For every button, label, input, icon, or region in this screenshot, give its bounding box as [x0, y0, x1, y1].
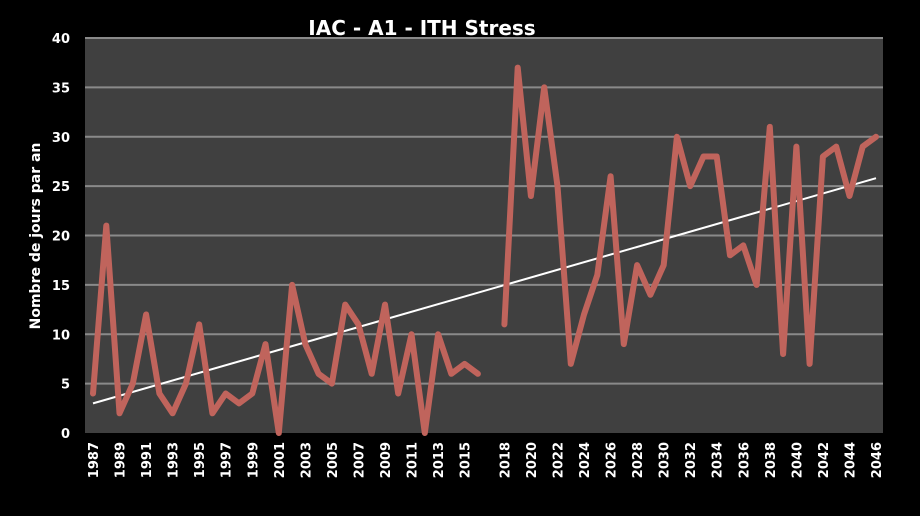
- series-line: [90, 222, 481, 436]
- x-tick-label: 2034: [711, 442, 726, 478]
- y-axis-ticks: 0 5 10 15 20 25 30 35 40: [52, 32, 70, 442]
- x-tick-label: 1997: [220, 442, 235, 478]
- x-tick-label: 2005: [326, 442, 341, 478]
- x-tick-label: 2038: [764, 442, 779, 478]
- gridlines: [85, 37, 883, 385]
- x-tick-label: 2040: [790, 442, 805, 478]
- x-tick-label: 2001: [273, 442, 288, 478]
- x-tick-label: 1989: [114, 442, 129, 478]
- x-tick-label: 2032: [684, 442, 699, 478]
- x-tick-label: 1995: [193, 442, 208, 478]
- x-tick-label: 1987: [87, 442, 102, 478]
- x-tick-label: 2028: [631, 442, 646, 478]
- x-tick-label: 2036: [737, 442, 752, 478]
- series-line: [501, 64, 879, 367]
- x-tick-label: 2046: [870, 442, 885, 478]
- x-tick-label: 1991: [140, 442, 155, 478]
- x-tick-label: 2024: [578, 442, 593, 478]
- x-tick-label: 2022: [551, 442, 566, 478]
- trendline: [92, 177, 877, 405]
- x-tick-label: 2026: [605, 442, 620, 478]
- y-tick-label: 40: [52, 32, 70, 47]
- x-tick-label: 1993: [167, 442, 182, 478]
- x-tick-label: 2020: [525, 442, 540, 478]
- x-tick-label: 2042: [817, 442, 832, 478]
- y-tick-label: 15: [52, 279, 70, 294]
- x-tick-label: 2030: [658, 442, 673, 478]
- x-tick-label: 1999: [246, 442, 261, 478]
- x-tick-label: 2015: [459, 442, 474, 478]
- chart-title: IAC - A1 - ITH Stress: [308, 16, 535, 40]
- x-tick-label: 2011: [406, 442, 421, 478]
- y-tick-label: 25: [52, 180, 70, 195]
- y-axis-label: Nombre de jours par an: [28, 143, 44, 330]
- x-tick-label: 2003: [299, 442, 314, 478]
- series-lines: [90, 64, 879, 436]
- trend-line: [92, 177, 877, 405]
- y-tick-label: 10: [52, 328, 70, 343]
- y-tick-label: 5: [61, 378, 70, 393]
- x-tick-label: 2044: [843, 442, 858, 478]
- y-tick-label: 35: [52, 81, 70, 96]
- x-axis-ticks: 1987 1989 1991 1993 1995 1997 1999 2001 2003 2005…: [87, 442, 885, 478]
- y-tick-label: 30: [52, 131, 70, 146]
- x-tick-label: 2009: [379, 442, 394, 478]
- y-tick-label: 20: [52, 230, 70, 245]
- y-tick-label: 0: [61, 427, 70, 442]
- x-tick-label: 2018: [498, 442, 513, 478]
- x-tick-label: 2013: [432, 442, 447, 478]
- x-tick-label: 2007: [352, 442, 367, 478]
